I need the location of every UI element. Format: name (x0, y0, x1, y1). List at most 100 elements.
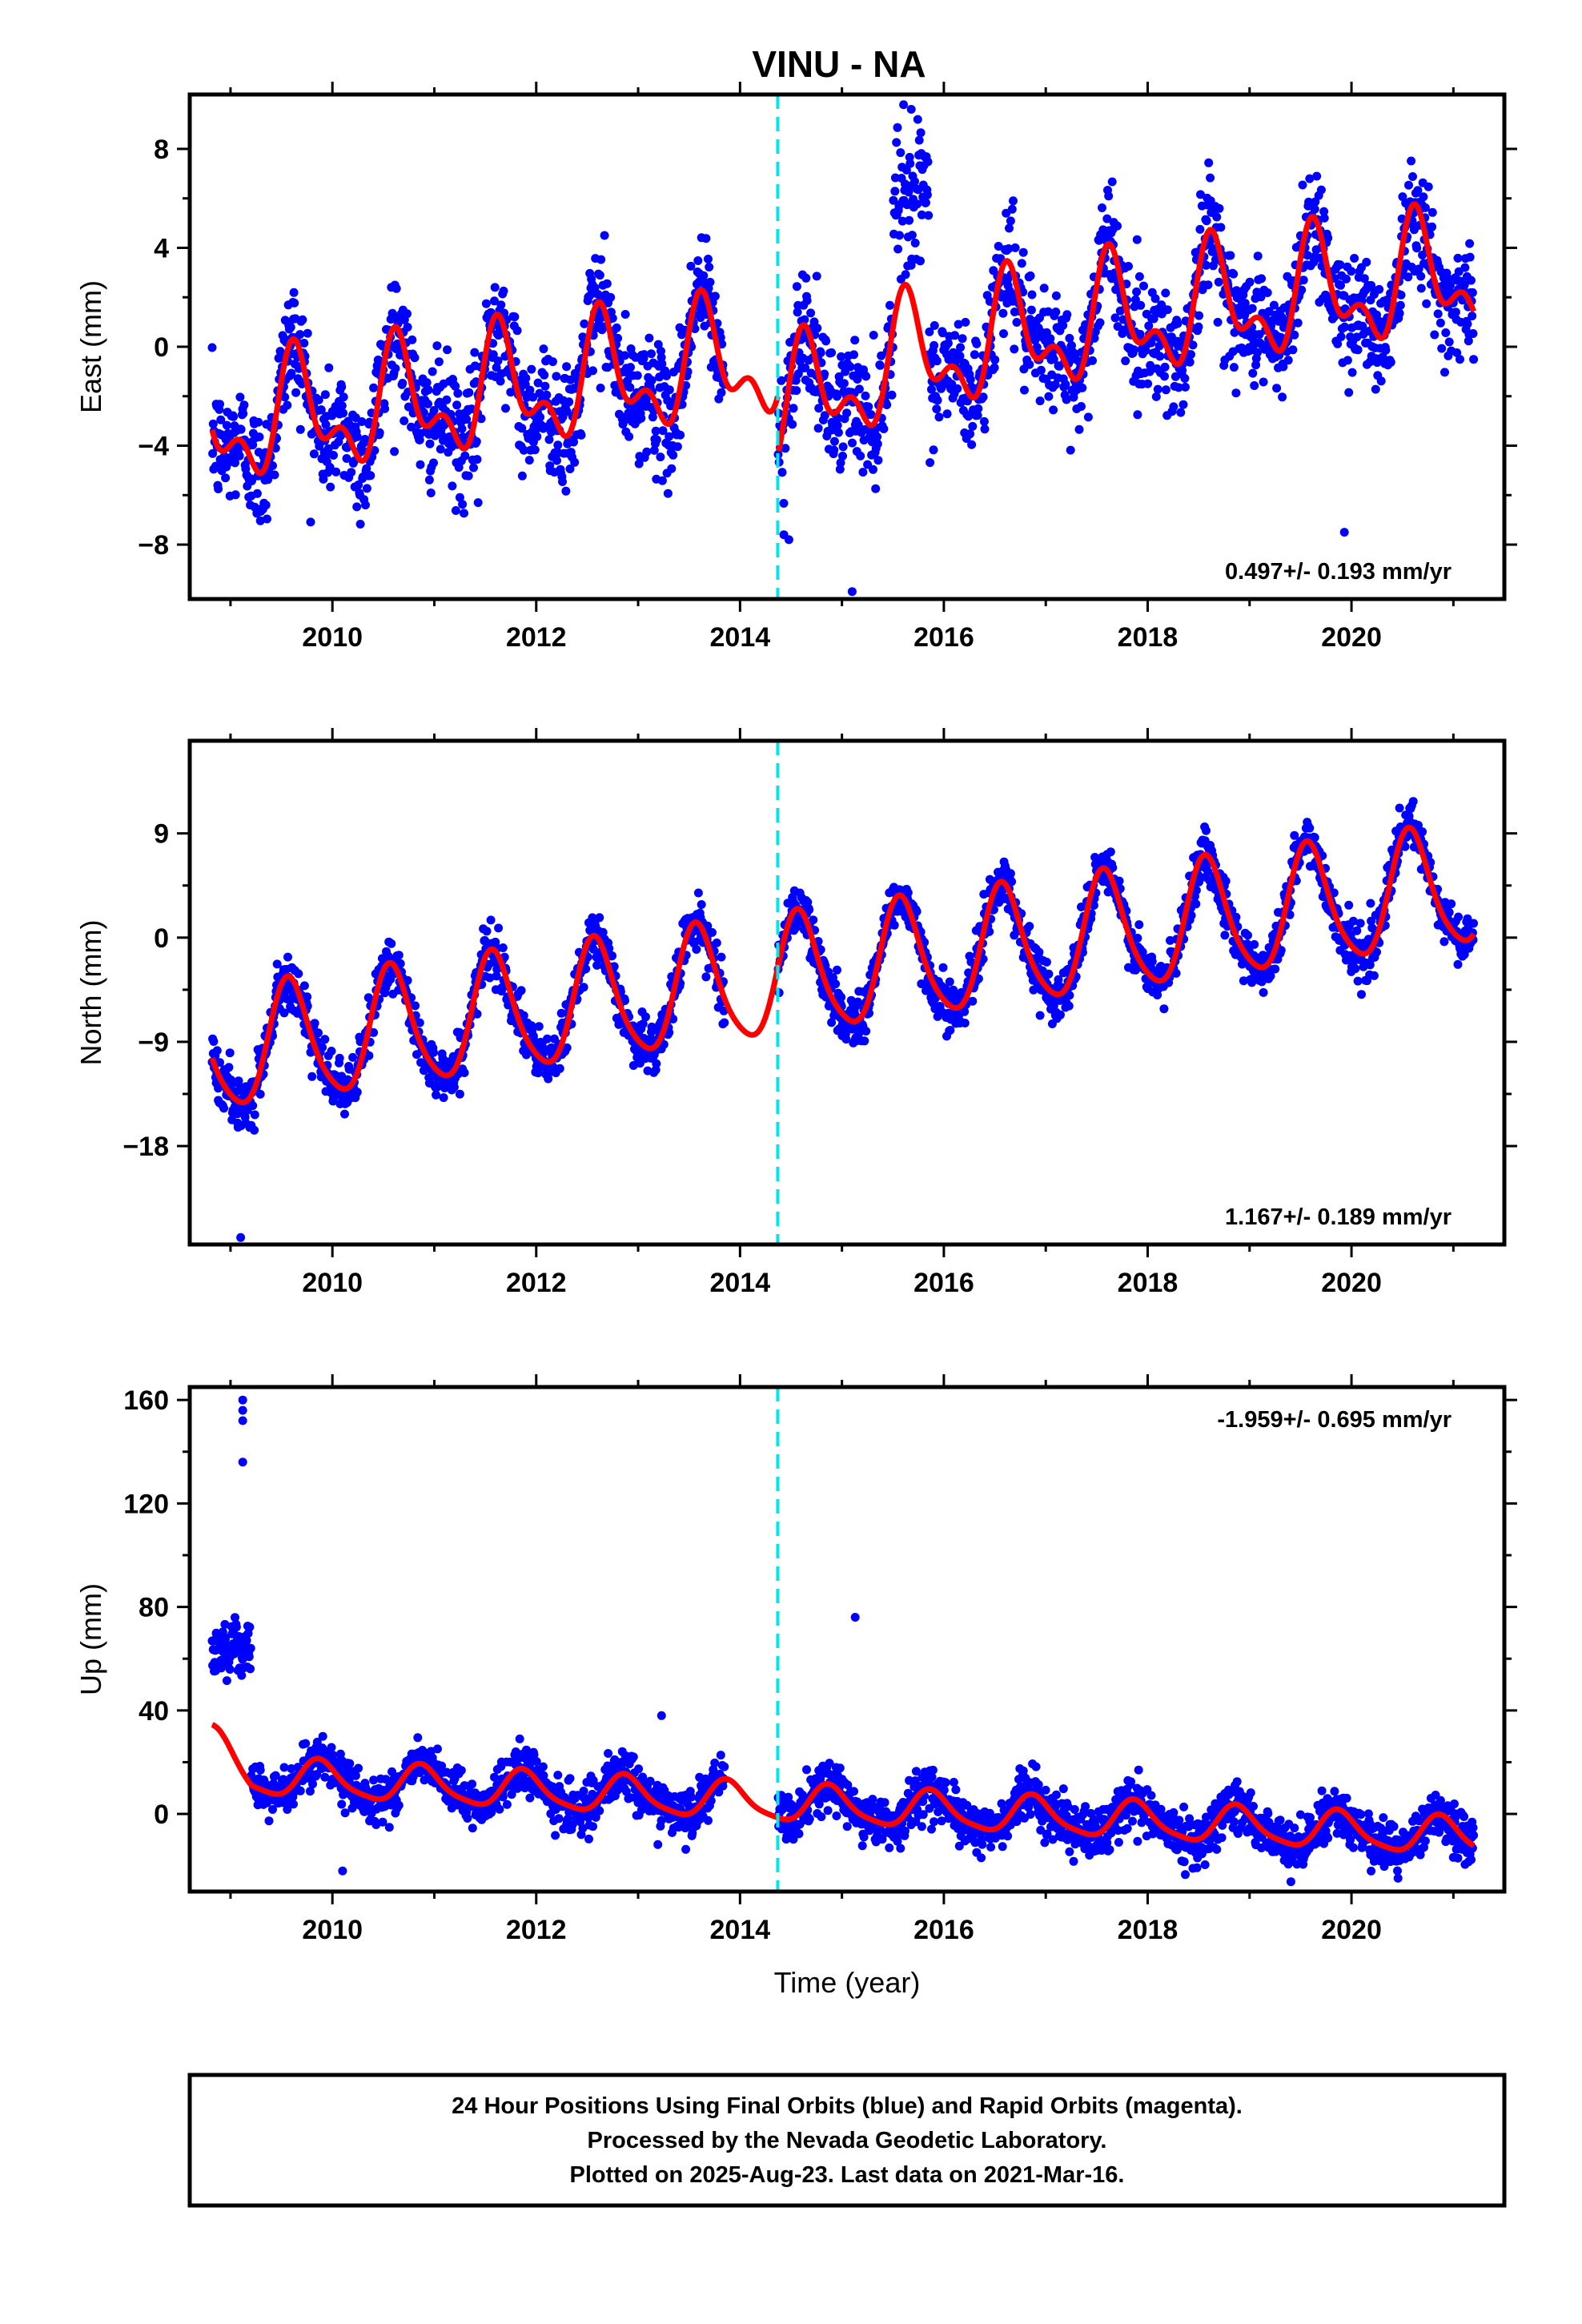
east-data-point (287, 368, 296, 378)
east-data-point (261, 501, 271, 510)
east-data-point (833, 428, 843, 437)
north-x-tick-label: 2012 (506, 1268, 567, 1298)
east-data-point (861, 372, 871, 381)
east-data-point (1358, 321, 1367, 331)
north-data-point (805, 905, 814, 915)
east-data-point (1136, 300, 1146, 310)
north-data-point (1285, 910, 1295, 919)
east-data-point (362, 464, 371, 473)
east-data-point (625, 383, 635, 392)
east-data-point (656, 452, 665, 462)
north-data-point (659, 1039, 669, 1049)
east-data-point (1372, 358, 1382, 368)
east-data-point (548, 357, 557, 367)
north-data-point (1243, 939, 1252, 949)
north-data-point (1271, 964, 1280, 974)
east-data-point (1395, 300, 1405, 310)
north-data-point (543, 1034, 552, 1043)
north-data-point (1400, 842, 1410, 851)
north-data-point (1106, 847, 1115, 857)
east-data-point (1036, 365, 1046, 375)
north-rate-text: 1.167+/- 0.189 mm/yr (1225, 1204, 1452, 1230)
east-data-point (1188, 340, 1198, 350)
north-data-point (314, 1028, 323, 1038)
north-data-point (960, 1019, 970, 1027)
east-data-point (1124, 262, 1133, 271)
east-data-point (827, 348, 837, 357)
east-x-tick-label: 2012 (506, 622, 567, 653)
up-data-point (246, 1643, 255, 1653)
east-data-point (1212, 212, 1222, 222)
north-data-point (831, 979, 841, 989)
up-data-point (225, 1665, 235, 1674)
east-data-point (1009, 196, 1018, 206)
east-data-point (838, 442, 848, 452)
east-data-point (1098, 203, 1106, 212)
east-data-point (1403, 272, 1413, 282)
east-data-point (1044, 392, 1054, 401)
east-data-point (873, 456, 883, 465)
east-data-point (1353, 345, 1363, 355)
east-data-point (1194, 322, 1203, 332)
north-data-point (608, 951, 617, 960)
east-data-point (1408, 172, 1417, 181)
east-data-point (469, 463, 478, 472)
north-data-point (669, 1015, 678, 1023)
north-data-point (335, 1053, 344, 1063)
north-data-point (860, 1036, 869, 1046)
east-data-point (1150, 294, 1160, 304)
east-data-point (1178, 366, 1187, 376)
east-data-point (836, 458, 845, 468)
north-data-point (369, 1027, 379, 1037)
east-data-point (879, 424, 889, 433)
east-data-point (275, 347, 285, 356)
east-data-point (657, 476, 667, 485)
north-data-point (1290, 830, 1299, 840)
east-data-point (1395, 308, 1404, 318)
north-data-point (1195, 877, 1204, 887)
east-outlier-point (906, 105, 916, 114)
east-data-point (967, 440, 977, 449)
east-data-point (667, 464, 677, 473)
east-data-point (901, 270, 910, 279)
east-data-point (564, 397, 574, 407)
east-data-point (291, 388, 301, 397)
east-data-point (873, 432, 882, 441)
east-data-point (1162, 305, 1172, 315)
north-data-point (1239, 976, 1248, 986)
east-data-point (1259, 377, 1268, 387)
north-data-point (1159, 1004, 1169, 1014)
east-data-point (1467, 275, 1476, 285)
east-data-point (339, 392, 348, 402)
north-data-point (403, 975, 412, 985)
north-data-point (701, 972, 711, 982)
north-data-point (394, 951, 404, 960)
east-data-point (905, 159, 915, 168)
east-data-point (1371, 384, 1380, 394)
east-data-point (624, 432, 634, 441)
east-data-point (789, 404, 798, 413)
east-data-point (323, 444, 333, 453)
north-data-point (255, 1089, 265, 1099)
east-data-point (524, 456, 534, 465)
north-data-point (320, 1035, 330, 1044)
east-data-point (1352, 332, 1362, 342)
east-data-point (324, 363, 334, 372)
east-data-point (268, 461, 277, 470)
east-data-point (303, 328, 312, 338)
north-data-point (1025, 922, 1034, 931)
east-data-point (1110, 313, 1120, 323)
north-data-point (429, 1047, 438, 1057)
north-data-point (1463, 914, 1472, 923)
east-data-point (1066, 445, 1075, 455)
east-data-point (472, 436, 481, 446)
north-data-point (1065, 991, 1074, 1000)
east-data-point (1051, 291, 1061, 300)
east-data-point (1456, 355, 1464, 364)
east-data-point (280, 392, 290, 402)
north-data-point (352, 1088, 362, 1097)
east-data-point (306, 517, 315, 527)
north-data-point (1034, 947, 1044, 957)
east-data-point (1027, 290, 1037, 300)
